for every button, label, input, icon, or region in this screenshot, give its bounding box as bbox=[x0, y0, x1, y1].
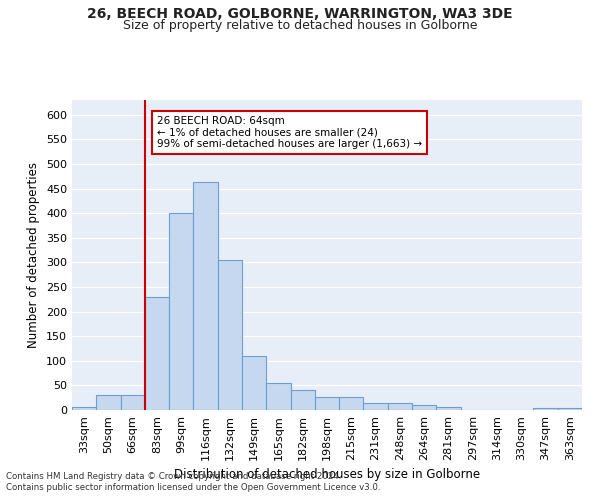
X-axis label: Distribution of detached houses by size in Golborne: Distribution of detached houses by size … bbox=[174, 468, 480, 481]
Text: 26 BEECH ROAD: 64sqm
← 1% of detached houses are smaller (24)
99% of semi-detach: 26 BEECH ROAD: 64sqm ← 1% of detached ho… bbox=[157, 116, 422, 149]
Bar bbox=[388, 403, 412, 410]
Bar bbox=[218, 260, 242, 410]
Bar bbox=[121, 395, 145, 410]
Bar bbox=[290, 390, 315, 410]
Bar bbox=[266, 384, 290, 410]
Y-axis label: Number of detached properties: Number of detached properties bbox=[28, 162, 40, 348]
Bar bbox=[72, 406, 96, 410]
Bar bbox=[558, 408, 582, 410]
Bar bbox=[533, 408, 558, 410]
Bar bbox=[169, 213, 193, 410]
Text: Contains public sector information licensed under the Open Government Licence v3: Contains public sector information licen… bbox=[6, 484, 380, 492]
Bar bbox=[315, 396, 339, 410]
Bar bbox=[145, 297, 169, 410]
Bar bbox=[339, 396, 364, 410]
Bar bbox=[436, 406, 461, 410]
Bar bbox=[193, 182, 218, 410]
Bar bbox=[412, 404, 436, 410]
Text: Size of property relative to detached houses in Golborne: Size of property relative to detached ho… bbox=[123, 18, 477, 32]
Bar bbox=[242, 356, 266, 410]
Text: 26, BEECH ROAD, GOLBORNE, WARRINGTON, WA3 3DE: 26, BEECH ROAD, GOLBORNE, WARRINGTON, WA… bbox=[87, 8, 513, 22]
Bar bbox=[96, 395, 121, 410]
Text: Contains HM Land Registry data © Crown copyright and database right 2024.: Contains HM Land Registry data © Crown c… bbox=[6, 472, 341, 481]
Bar bbox=[364, 403, 388, 410]
